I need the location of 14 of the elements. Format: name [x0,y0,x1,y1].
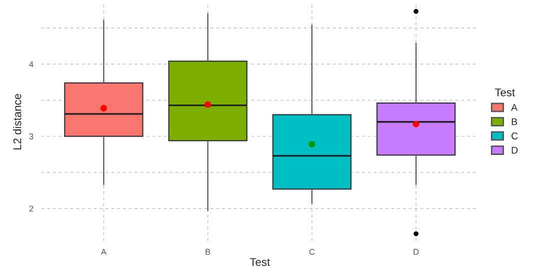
legend-title: Test [494,88,515,96]
legend-label: D [512,146,518,154]
legend-label: B [512,118,518,126]
x-tick-label: D [414,248,419,255]
y-tick-label: 3 [29,134,34,140]
x-tick-label: C [309,248,315,255]
y-tick-label: 2 [29,206,34,212]
x-tick-label: A [100,248,106,255]
legend-label: C [512,132,518,140]
y-axis-title: L2 distance [13,94,22,150]
x-axis-title: Test [250,258,270,266]
legend-label: A [511,104,518,111]
x-tick-label: B [206,248,210,255]
y-tick-label: 4 [29,61,34,68]
